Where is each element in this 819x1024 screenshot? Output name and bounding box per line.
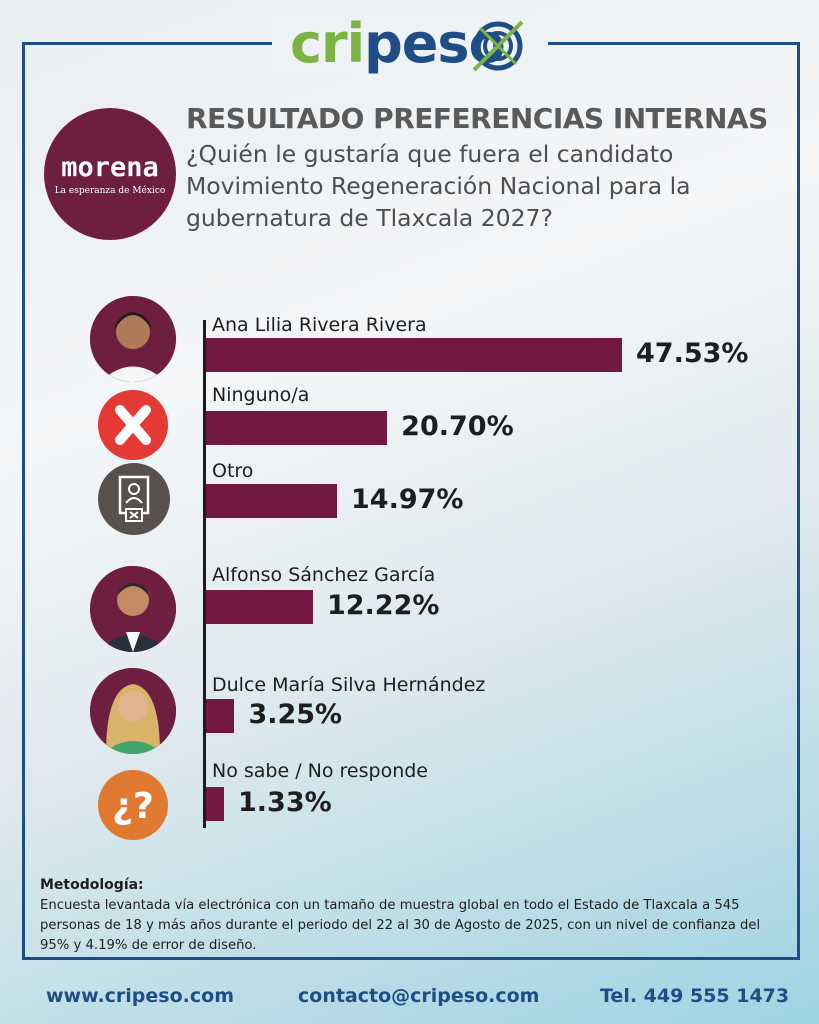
party-slogan: La esperanza de México	[54, 186, 166, 196]
bar-label: Alfonso Sánchez García	[212, 564, 436, 586]
methodology-text: Encuesta levantada vía electrónica con u…	[40, 898, 761, 953]
email-link[interactable]: contacto@cripeso.com	[298, 985, 540, 1007]
bar-value-label: 1.33%	[238, 787, 332, 818]
bar-label: Otro	[212, 460, 254, 482]
phone-number[interactable]: Tel. 449 555 1473	[600, 985, 790, 1007]
bar-value-label: 3.25%	[248, 699, 343, 730]
person-photo-icon	[90, 296, 176, 382]
bar-value-label: 20.70%	[401, 411, 514, 442]
bar	[206, 699, 235, 733]
methodology-title: Metodología:	[40, 877, 144, 893]
bar-value-label: 12.22%	[326, 590, 440, 621]
bar-label: Ana Lilia Rivera Rivera	[212, 314, 427, 336]
logo-part-1: cri	[290, 12, 365, 75]
person-photo-icon	[90, 566, 176, 652]
bar	[206, 338, 622, 372]
person-photo-icon	[90, 668, 176, 754]
bar-label: Ninguno/a	[212, 384, 310, 406]
target-icon	[472, 20, 524, 72]
svg-text:¿?: ¿?	[112, 786, 154, 827]
question-icon: ¿?	[98, 770, 168, 840]
chart-axis	[203, 320, 206, 828]
x-icon	[98, 390, 168, 460]
bar	[206, 787, 224, 821]
bar-label: Dulce María Silva Hernández	[212, 674, 486, 696]
bar	[206, 590, 313, 624]
bar-label: No sabe / No responde	[212, 760, 428, 782]
ballot-icon	[98, 463, 170, 535]
bar-value-label: 47.53%	[636, 338, 749, 369]
bar	[206, 411, 388, 445]
survey-question: ¿Quién le gustaría que fuera el candidat…	[186, 140, 691, 232]
bar-value-label: 14.97%	[351, 484, 464, 515]
website-link[interactable]: www.cripeso.com	[46, 985, 234, 1007]
page-title: RESULTADO PREFERENCIAS INTERNAS	[186, 102, 768, 135]
party-logo: morena La esperanza de México	[44, 108, 176, 240]
bar	[206, 484, 338, 518]
party-name: morena	[61, 152, 159, 183]
